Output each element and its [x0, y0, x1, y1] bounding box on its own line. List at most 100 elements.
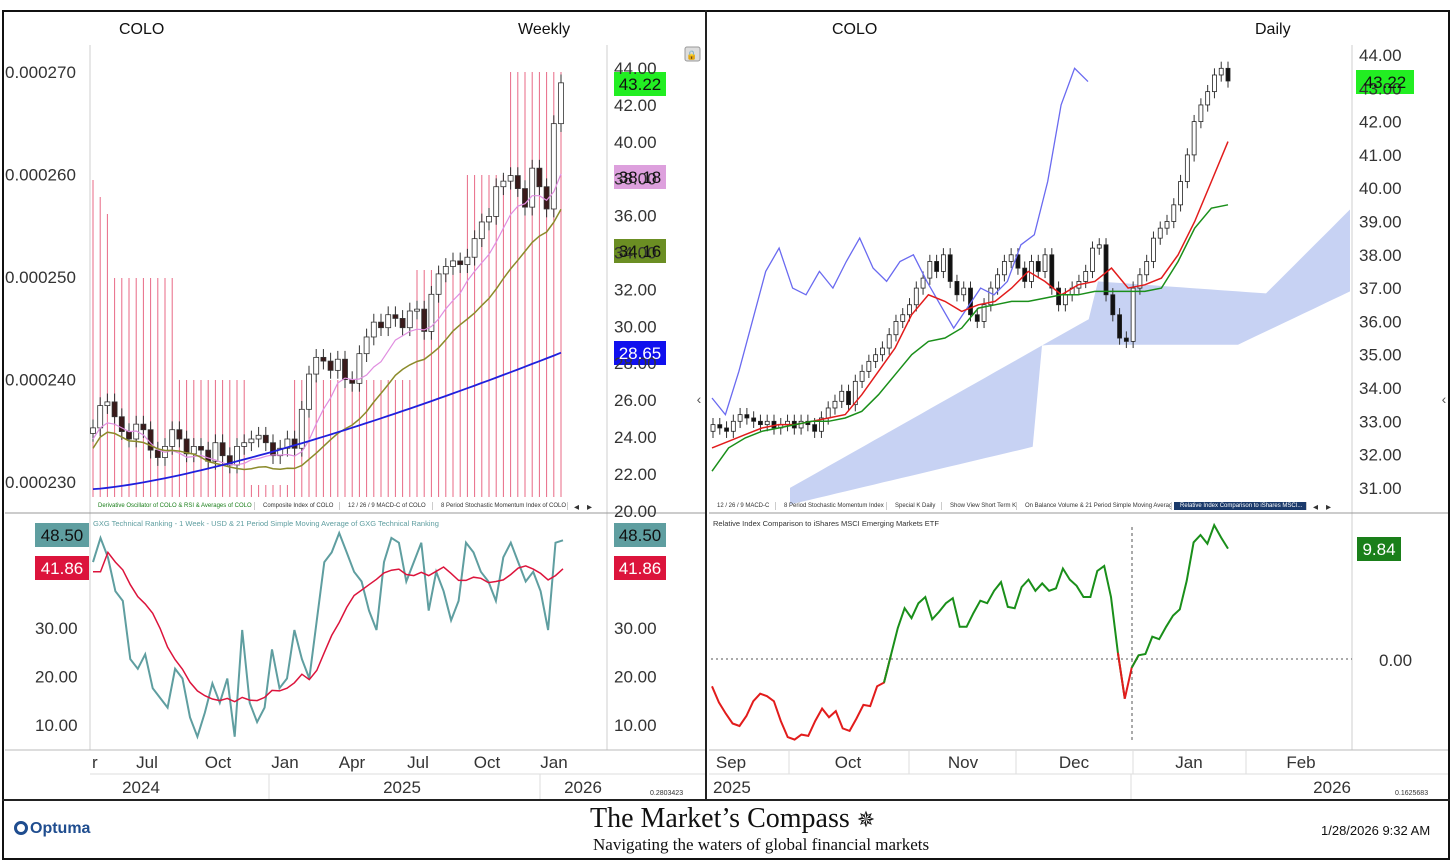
daily-candle [893, 320, 899, 336]
weekly-year-label: 2025 [383, 778, 421, 797]
weekly-right-tick: 36.00 [614, 207, 657, 226]
weekly-candle [356, 353, 363, 384]
weekly-ma-olive [92, 208, 562, 471]
weekly-month-label: Apr [339, 753, 366, 772]
ranking-sma-badge-right-bg [614, 556, 666, 580]
weekly-price-badge-bg [614, 165, 666, 189]
panel-divider-vertical [705, 10, 707, 800]
daily-candle [873, 354, 879, 362]
lock-icon-bg [684, 46, 701, 62]
daily-year-label: 2025 [713, 778, 751, 797]
footer-title-text: The Market’s Compass [590, 803, 850, 834]
daily-candle [1083, 271, 1089, 282]
indicator-tab[interactable]: Derivative Oscillator of COLO & RSI & Av… [92, 502, 255, 510]
daily-lagging-line [711, 67, 1089, 416]
ranking-left-tick: 10.00 [35, 716, 78, 735]
daily-candle [934, 261, 940, 272]
weekly-candle [255, 434, 262, 440]
daily-right-tick: 33.00 [1359, 412, 1402, 431]
weekly-candle [493, 186, 500, 217]
indicator-tab[interactable]: 12 / 26 / 9 MACD-C of COLO [342, 502, 433, 510]
daily-candle [920, 277, 926, 289]
weekly-candle [522, 188, 528, 208]
weekly-right-tick: 44.00 [614, 59, 657, 78]
weekly-candle [399, 318, 406, 329]
daily-candle [730, 420, 736, 432]
daily-month-label: Nov [948, 753, 979, 772]
indicator-tab[interactable]: 12 / 26 / 9 MACD-C [711, 502, 776, 510]
daily-candle [927, 261, 933, 279]
tab-scroll-right-icon[interactable]: ▸ [1326, 502, 1332, 513]
weekly-right-tick: 24.00 [614, 428, 657, 447]
optuma-mark-icon [14, 821, 28, 835]
daily-candle [1035, 261, 1041, 272]
daily-candle [1157, 227, 1163, 239]
daily-candle [1015, 254, 1021, 269]
daily-candle [1117, 314, 1122, 339]
weekly-candle [414, 308, 420, 312]
weekly-price-badge: 34.16 [619, 242, 662, 261]
weekly-candle [406, 310, 413, 329]
weekly-candle [205, 449, 212, 462]
weekly-candle [464, 256, 471, 266]
daily-candle [1123, 337, 1129, 342]
weekly-candle [313, 356, 320, 375]
ranking-line [92, 530, 564, 740]
weekly-candle [486, 215, 492, 223]
daily-candle [798, 420, 804, 429]
indicator-tab[interactable]: Show View Short Term KST [944, 502, 1017, 510]
daily-candle [744, 414, 750, 419]
weekly-candle [291, 438, 298, 449]
relative-line [883, 564, 1126, 699]
daily-month-label: Jan [1175, 753, 1202, 772]
weekly-candle [183, 438, 190, 455]
weekly-candle [500, 180, 507, 188]
daily-candle [1137, 274, 1143, 289]
daily-candle [1103, 244, 1109, 296]
weekly-year-label: 2026 [564, 778, 602, 797]
relative-line [711, 655, 892, 741]
daily-month-label: Dec [1059, 753, 1090, 772]
weekly-candle [529, 167, 536, 208]
daily-candle [947, 254, 953, 282]
indicator-tab[interactable]: Special K Daily [889, 502, 942, 510]
weekly-candle [118, 416, 125, 432]
indicator-tab[interactable]: 8 Period Stochastic Momentum Index of CO… [435, 502, 568, 510]
daily-candle [1164, 221, 1170, 229]
weekly-indicator-tabs[interactable]: Derivative Oscillator of COLO & RSI & Av… [92, 502, 596, 513]
tab-scroll-right-icon[interactable]: ▸ [587, 502, 593, 513]
weekly-month-label: Oct [474, 753, 501, 772]
weekly-candle [342, 358, 348, 381]
daily-right-tick: 41.00 [1359, 146, 1402, 165]
relative-badge: 9.84 [1362, 540, 1395, 559]
indicator-tab[interactable]: Relative Index Comparison to iShares MSC… [1174, 502, 1307, 510]
tab-scroll-left-icon[interactable]: ◂ [1313, 502, 1319, 513]
daily-candle [846, 390, 851, 406]
daily-candle [913, 287, 919, 306]
daily-right-tick: 34.00 [1359, 379, 1402, 398]
weekly-candle [558, 82, 564, 125]
ranking-right-tick: 20.00 [614, 668, 657, 687]
weekly-symbol: COLO [119, 21, 165, 38]
daily-right-tick: 36.00 [1359, 312, 1402, 331]
daily-candle [880, 347, 885, 356]
weekly-month-label: Jul [407, 753, 429, 772]
ranking-badge-left-bg [35, 523, 89, 547]
daily-month-label: Oct [835, 753, 862, 772]
daily-candle [1110, 294, 1116, 316]
daily-candle [764, 420, 770, 426]
optuma-logo: Optuma [14, 820, 90, 838]
ranking-sma-line [93, 550, 564, 703]
relative-legend: Relative Index Comparison to iShares MSC… [713, 519, 939, 528]
weekly-right-tick: 28.00 [614, 354, 657, 373]
tab-scroll-left-icon[interactable]: ◂ [574, 502, 580, 513]
daily-indicator-tabs[interactable]: 12 / 26 / 9 MACD-C 8 Period Stochastic Mo… [711, 502, 1335, 513]
indicator-tab[interactable]: On Balance Volume & 21 Period Simple Mov… [1019, 502, 1172, 510]
indicator-tab[interactable]: Composite Index of COLO [257, 502, 340, 510]
daily-candle [981, 304, 987, 322]
daily-month-label: Sep [716, 753, 746, 772]
weekly-month-label: r [92, 753, 98, 772]
ranking-badge-right: 48.50 [619, 526, 662, 545]
indicator-tab[interactable]: 8 Period Stochastic Momentum Index [778, 502, 887, 510]
